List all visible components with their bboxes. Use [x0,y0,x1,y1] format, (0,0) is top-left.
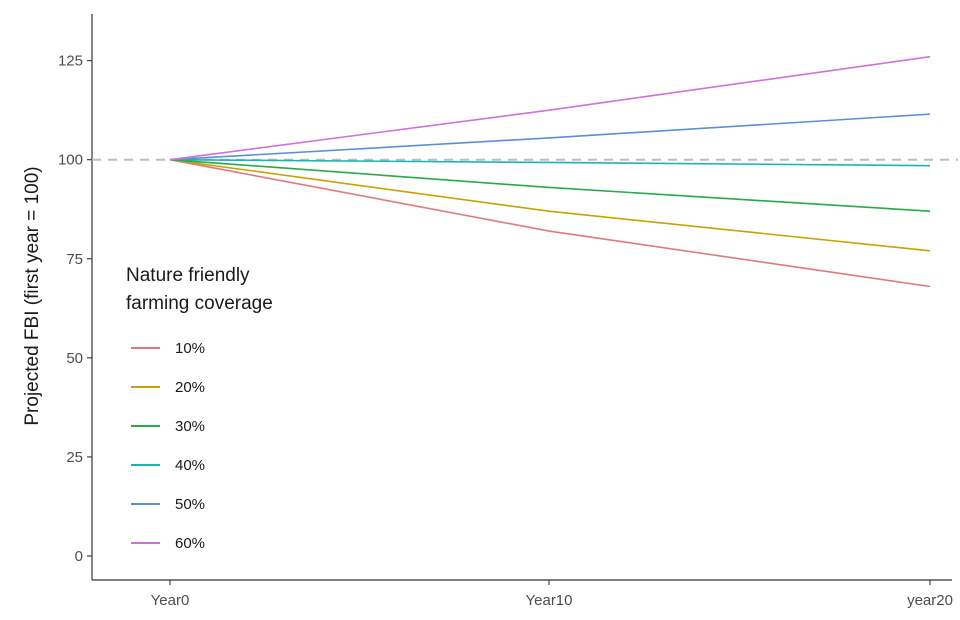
series-line-60pct [169,55,931,161]
legend-label: 40% [175,457,205,474]
series-line-40pct [169,158,931,167]
legend-label: 50% [175,496,205,513]
series-lines [169,55,931,288]
series-line-50pct [169,113,931,161]
y-tick-label: 25 [66,449,83,466]
legend-label: 30% [175,418,205,435]
legend: Nature friendly farming coverage 10% 20% 30%… [126,265,273,552]
x-tick-label: Year0 [151,592,190,609]
y-tick-label: 50 [66,350,83,367]
legend-label: 60% [175,535,205,552]
legend-title-line: Nature friendly [126,265,250,286]
x-tick-label: Year10 [526,592,573,609]
series-line-30pct [169,158,931,213]
legend-title-line: farming coverage [126,293,273,314]
legend-label: 20% [175,379,205,396]
series-line-20pct [169,158,931,252]
y-axis-title: Projected FBI (first year = 100) [22,166,43,425]
y-tick-label: 0 [75,548,83,565]
y-tick-label: 75 [66,251,83,268]
legend-label: 10% [175,340,205,357]
axes: 0 25 50 75 100 125 Year0 Year10 year20 [58,14,953,609]
y-tick-label: 125 [58,53,83,70]
series-line-10pct [169,158,931,288]
y-tick-label: 100 [58,152,83,169]
x-tick-label: year20 [907,592,953,609]
